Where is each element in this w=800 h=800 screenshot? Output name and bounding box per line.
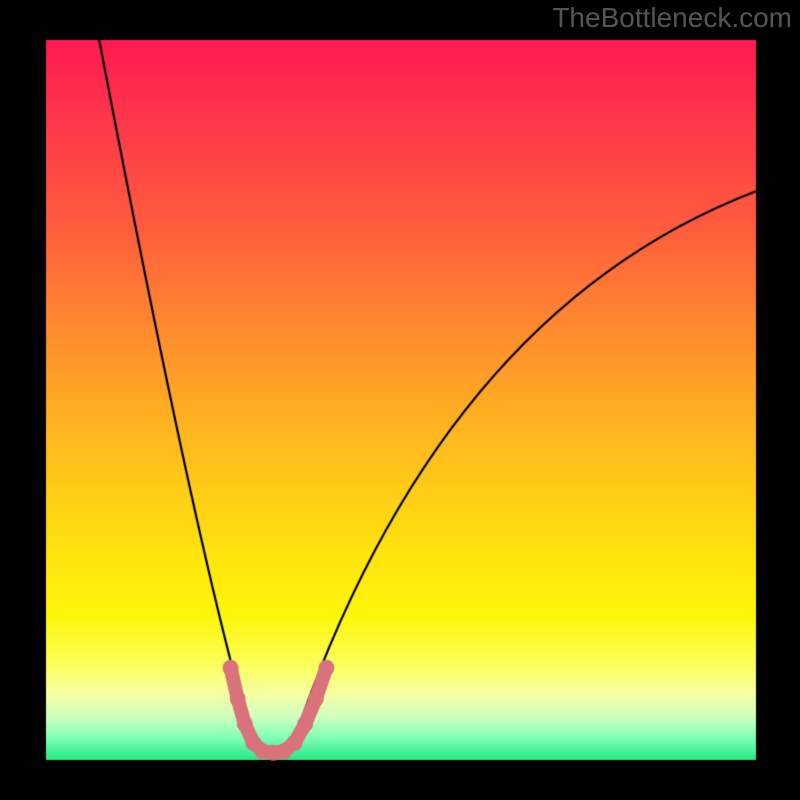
- bottleneck-chart: [0, 0, 800, 800]
- chart-container: TheBottleneck.com: [0, 0, 800, 800]
